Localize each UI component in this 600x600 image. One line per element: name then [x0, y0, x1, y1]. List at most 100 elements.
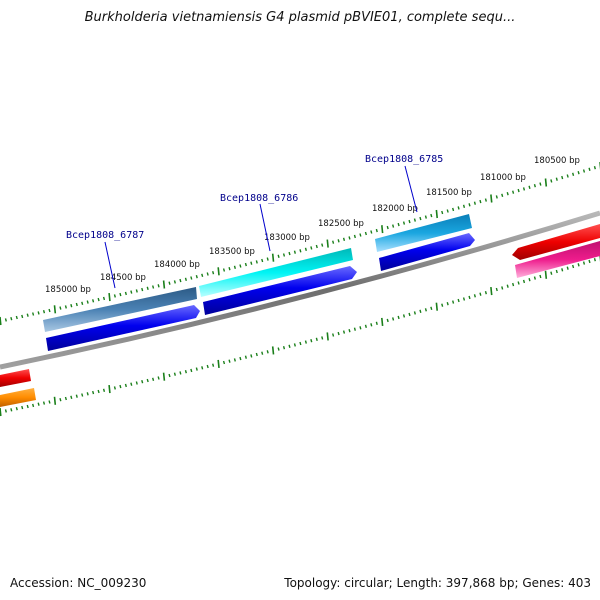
major-tick — [108, 293, 111, 302]
major-tick — [326, 332, 329, 341]
minor-tick — [364, 324, 367, 328]
minor-tick — [522, 279, 526, 284]
minor-tick — [201, 366, 204, 370]
minor-tick — [462, 297, 466, 301]
minor-tick — [299, 249, 302, 253]
minor-tick — [42, 310, 46, 314]
minor-tick — [157, 284, 160, 288]
minor-tick — [206, 364, 209, 369]
minor-tick — [299, 341, 302, 346]
gene-arrow-red-right[interactable] — [512, 224, 600, 260]
minor-tick — [184, 370, 187, 374]
minor-tick — [539, 274, 542, 279]
major-tick — [0, 407, 2, 417]
cds-arrow-1[interactable] — [46, 305, 200, 351]
minor-tick — [413, 311, 416, 315]
minor-tick — [588, 167, 591, 171]
minor-tick — [195, 275, 198, 279]
gene-label[interactable]: Bcep1808_6786 — [220, 193, 298, 204]
minor-tick — [37, 311, 40, 315]
minor-tick — [293, 250, 296, 254]
major-tick — [271, 253, 275, 262]
minor-tick — [441, 210, 444, 215]
gene-arrow-orange-left[interactable] — [0, 388, 36, 407]
minor-tick — [228, 267, 231, 271]
gene-box-bcep1808-6787[interactable] — [43, 287, 197, 332]
map-title: Burkholderia vietnamiensis G4 plasmid pB… — [84, 10, 516, 25]
minor-tick — [59, 306, 62, 310]
minor-tick — [282, 253, 286, 257]
tick-label: 184000 bp — [154, 260, 200, 270]
gene-box-bcep1808-6786[interactable] — [199, 248, 353, 297]
minor-tick — [370, 230, 373, 234]
topology-summary: Topology: circular; Length: 397,868 bp; … — [284, 576, 591, 590]
minor-tick — [48, 400, 51, 404]
minor-tick — [452, 300, 455, 304]
major-tick — [108, 385, 111, 394]
minor-tick — [92, 390, 95, 395]
minor-tick — [102, 296, 106, 301]
minor-tick — [119, 292, 122, 297]
minor-tick — [179, 371, 182, 375]
minor-tick — [233, 265, 236, 269]
cds-arrow-2[interactable] — [203, 266, 357, 315]
minor-tick — [572, 172, 575, 176]
minor-tick — [10, 408, 13, 412]
minor-tick — [92, 299, 95, 303]
minor-tick — [375, 321, 378, 325]
minor-tick — [97, 389, 100, 394]
major-tick — [53, 396, 57, 405]
minor-tick — [528, 185, 531, 189]
minor-tick — [277, 254, 280, 258]
minor-tick — [64, 305, 67, 309]
major-tick — [326, 239, 329, 248]
tick-label: 183500 bp — [209, 247, 255, 257]
minor-tick — [32, 312, 35, 316]
tick-label: 181500 bp — [426, 188, 472, 198]
minor-tick — [555, 177, 558, 181]
minor-tick — [593, 258, 596, 262]
minor-tick — [146, 378, 149, 383]
minor-tick — [26, 313, 29, 317]
major-tick — [217, 267, 220, 276]
minor-tick — [561, 175, 564, 180]
gene-label[interactable]: Bcep1808_6785 — [365, 154, 443, 165]
minor-tick — [506, 192, 509, 196]
minor-tick — [102, 388, 106, 392]
cds-arrow-3[interactable] — [379, 233, 475, 271]
minor-tick — [593, 166, 596, 170]
minor-tick — [512, 190, 515, 194]
minor-tick — [222, 360, 226, 365]
minor-tick — [397, 222, 400, 227]
major-tick — [544, 270, 548, 279]
minor-tick — [533, 184, 536, 188]
minor-tick — [484, 198, 487, 202]
minor-tick — [97, 297, 100, 302]
minor-tick — [572, 264, 575, 269]
gene-label[interactable]: Bcep1808_6787 — [66, 230, 144, 241]
minor-tick — [70, 395, 73, 399]
minor-tick — [539, 182, 542, 186]
minor-tick — [37, 402, 40, 406]
minor-tick — [212, 271, 215, 275]
gene-arrow-red-left[interactable] — [0, 369, 31, 387]
minor-tick — [364, 231, 367, 236]
minor-tick — [124, 383, 127, 388]
minor-tick — [337, 331, 340, 336]
minor-tick — [462, 204, 466, 208]
minor-tick — [255, 260, 258, 264]
label-leader-6787 — [104, 241, 116, 289]
gene-arrow-pink-right[interactable] — [515, 241, 600, 278]
minor-tick — [75, 394, 78, 398]
minor-tick — [424, 215, 427, 219]
minor-tick — [495, 195, 498, 199]
tick-labels: 185000 bp 184500 bp 184000 bp 183500 bp … — [45, 156, 580, 295]
gene-box-bcep1808-6785[interactable] — [375, 214, 472, 252]
minor-tick — [402, 221, 406, 225]
minor-tick — [152, 285, 155, 289]
minor-tick — [173, 280, 176, 284]
minor-tick — [577, 171, 580, 175]
minor-tick — [315, 337, 318, 341]
minor-tick — [430, 306, 433, 310]
accession-label: Accession: NC_009230 — [10, 576, 147, 590]
